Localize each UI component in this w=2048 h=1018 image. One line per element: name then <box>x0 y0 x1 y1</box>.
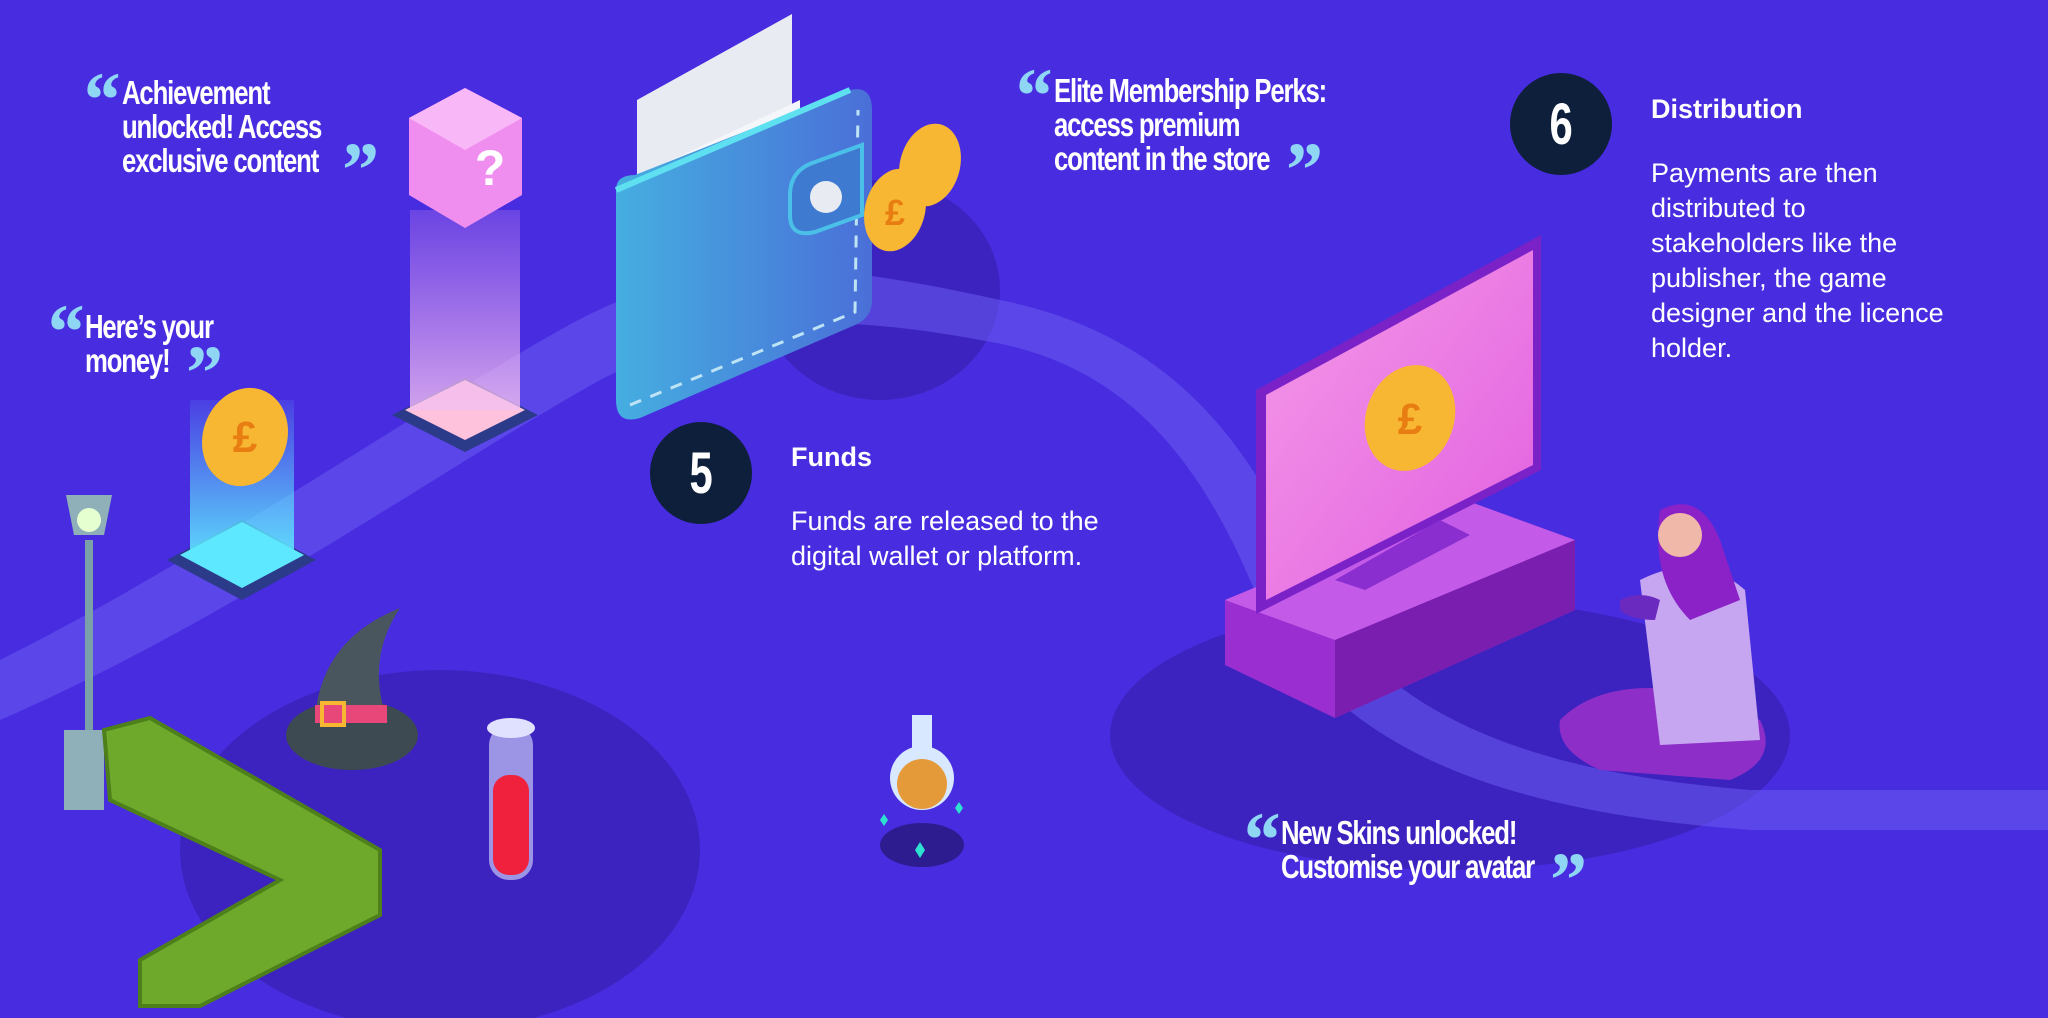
tv-icon: £ <box>1225 235 1575 718</box>
wallet-icon: £ <box>614 14 961 420</box>
open-quote-icon: “ <box>1012 52 1051 139</box>
close-quote-icon: ” <box>1282 126 1321 213</box>
quote-line: Here’s your <box>85 308 214 345</box>
quote-line: Customise your avatar <box>1281 848 1535 885</box>
quote-line: content in the store <box>1054 140 1271 177</box>
step-title: Distribution <box>1651 94 1803 124</box>
quote-line: exclusive content <box>122 142 319 179</box>
witch-hat-icon <box>286 608 418 770</box>
test-tube-icon <box>487 718 535 880</box>
step-description: Payments are then distributed to stakeho… <box>1651 158 1944 363</box>
gamer-girl-icon <box>1559 504 1766 780</box>
street-lamp-icon <box>64 495 112 810</box>
step-number-badge: 5 <box>650 422 752 524</box>
close-quote-icon: ” <box>182 329 221 416</box>
svg-text:?: ? <box>475 140 506 196</box>
open-quote-icon: “ <box>1240 796 1279 883</box>
quote-line: access premium <box>1054 106 1241 143</box>
quote-line: New Skins unlocked! <box>1281 814 1517 851</box>
step-number-badge: 6 <box>1510 73 1612 175</box>
potion-flask-icon <box>880 715 964 867</box>
close-quote-icon: ” <box>1546 836 1585 923</box>
mystery-cube-icon: ? <box>392 88 538 452</box>
hedge-icon <box>101 715 382 1008</box>
open-quote-icon: “ <box>44 288 83 375</box>
quote-line: money! <box>85 342 171 379</box>
quote-line: unlocked! Access <box>122 108 322 145</box>
svg-text:£: £ <box>885 192 905 233</box>
step-title: Funds <box>791 442 872 472</box>
step-description: Funds are released to the digital wallet… <box>791 506 1099 571</box>
pound-coin-icon: £ <box>167 387 316 600</box>
open-quote-icon: “ <box>80 56 119 143</box>
svg-text:£: £ <box>1398 395 1423 444</box>
close-quote-icon: ” <box>338 126 377 213</box>
svg-text:£: £ <box>233 413 258 462</box>
quote-line: Elite Membership Perks: <box>1054 72 1327 109</box>
quote-line: Achievement <box>122 74 271 111</box>
